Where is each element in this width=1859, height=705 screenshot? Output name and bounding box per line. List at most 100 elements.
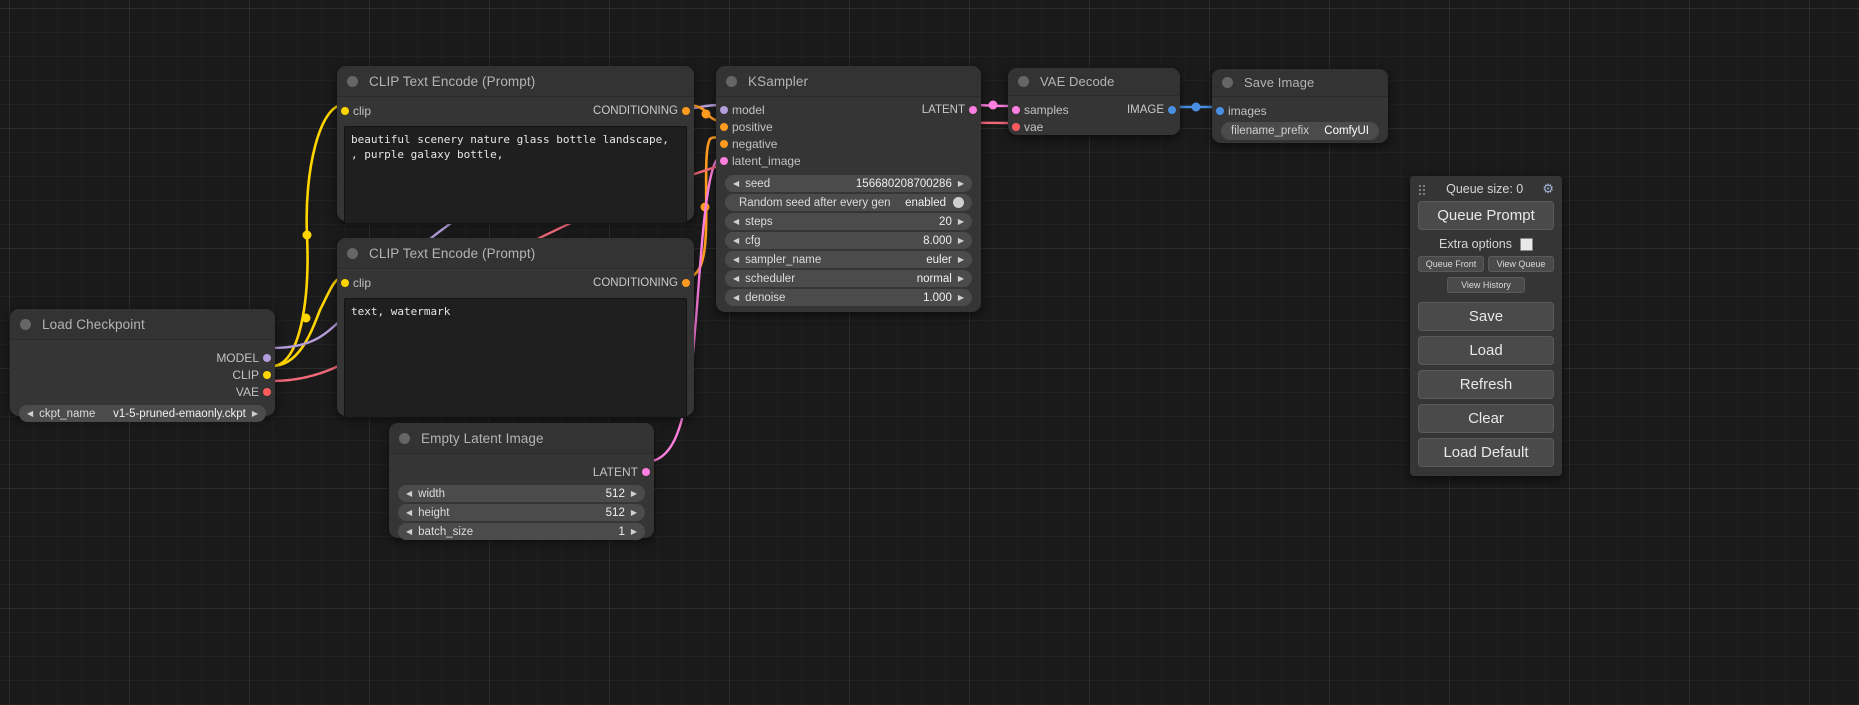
widget-value[interactable]: v1-5-pruned-emaonly.ckpt [113,407,246,420]
node-clip-text-encode-negative[interactable]: CLIP Text Encode (Prompt) clip CONDITION… [337,238,694,418]
increment-arrow-icon[interactable]: ▶ [630,526,637,536]
collapse-dot-icon[interactable] [1018,76,1029,87]
output-port-model[interactable]: MODEL [10,349,275,366]
output-port-vae[interactable]: VAE [10,383,275,400]
increment-arrow-icon[interactable]: ▶ [957,254,964,264]
model-port-dot-icon[interactable] [263,353,271,362]
view-history-button[interactable]: View History [1447,277,1525,293]
image-port-dot-icon[interactable] [1168,105,1176,114]
widget-value[interactable]: 156680208700286 [855,177,952,190]
widget-sampler-name[interactable]: ◀ sampler_name euler ▶ [725,251,972,268]
load-button[interactable]: Load [1418,336,1554,365]
widget-value[interactable]: 512 [605,487,625,500]
view-queue-button[interactable]: View Queue [1488,256,1554,272]
increment-arrow-icon[interactable]: ▶ [630,507,637,517]
input-port-negative[interactable]: negative [716,135,981,152]
input-port-clip[interactable]: clip CONDITIONING [337,273,694,293]
output-port-latent[interactable]: LATENT [389,463,654,480]
increment-arrow-icon[interactable]: ▶ [957,178,964,188]
decrement-arrow-icon[interactable]: ◀ [27,408,34,418]
input-port-clip[interactable]: clip CONDITIONING [337,101,694,121]
widget-random-seed-toggle[interactable]: Random seed after every gen enabled [725,194,972,211]
increment-arrow-icon[interactable]: ▶ [630,488,637,498]
node-title-bar[interactable]: CLIP Text Encode (Prompt) [337,238,694,269]
decrement-arrow-icon[interactable]: ◀ [406,507,413,517]
input-port-model[interactable]: model LATENT [716,101,981,118]
node-title-bar[interactable]: Save Image [1212,69,1388,97]
conditioning-port-dot-icon[interactable] [682,279,690,287]
image-port-dot-icon[interactable] [1216,106,1224,115]
increment-arrow-icon[interactable]: ▶ [957,292,964,302]
widget-value[interactable]: 1 [618,525,625,538]
collapse-dot-icon[interactable] [1222,77,1233,88]
latent-port-dot-icon[interactable] [1012,105,1020,114]
widget-batch-size[interactable]: ◀ batch_size 1 ▶ [398,523,645,540]
drag-grip-icon[interactable] [1418,183,1427,195]
clip-port-dot-icon[interactable] [263,370,271,379]
node-title-bar[interactable]: VAE Decode [1008,68,1180,96]
save-button[interactable]: Save [1418,302,1554,331]
node-empty-latent-image[interactable]: Empty Latent Image LATENT ◀ width 512 ▶ … [389,423,654,540]
increment-arrow-icon[interactable]: ▶ [957,273,964,283]
widget-scheduler[interactable]: ◀ scheduler normal ▶ [725,270,972,287]
widget-cfg[interactable]: ◀ cfg 8.000 ▶ [725,232,972,249]
queue-prompt-button[interactable]: Queue Prompt [1418,201,1554,230]
conditioning-port-dot-icon[interactable] [720,122,728,131]
widget-seed[interactable]: ◀ seed 156680208700286 ▶ [725,175,972,192]
collapse-dot-icon[interactable] [20,318,31,330]
input-port-latent-image[interactable]: latent_image [716,152,981,169]
load-default-button[interactable]: Load Default [1418,438,1554,467]
increment-arrow-icon[interactable]: ▶ [251,408,258,418]
gear-icon[interactable]: ⚙ [1542,181,1554,196]
widget-value[interactable]: enabled [905,196,946,209]
decrement-arrow-icon[interactable]: ◀ [733,216,740,226]
clip-port-dot-icon[interactable] [341,107,349,115]
increment-arrow-icon[interactable]: ▶ [957,216,964,226]
input-port-positive[interactable]: positive [716,118,981,135]
widget-value[interactable]: ComfyUI [1324,125,1369,137]
widget-value[interactable]: 1.000 [923,291,952,304]
widget-value[interactable]: 512 [605,506,625,519]
widget-value[interactable]: 20 [939,215,952,228]
decrement-arrow-icon[interactable]: ◀ [733,254,740,264]
node-load-checkpoint[interactable]: Load Checkpoint MODEL CLIP VAE ◀ ckpt_na… [10,309,275,422]
comfyui-menu-panel[interactable]: Queue size: 0 ⚙ Queue Prompt Extra optio… [1410,176,1562,476]
widget-value[interactable]: 8.000 [923,234,952,247]
collapse-dot-icon[interactable] [347,247,358,259]
prompt-textarea-negative[interactable]: text, watermark [344,298,687,418]
input-port-samples[interactable]: samples IMAGE [1008,101,1180,118]
toggle-knob-icon[interactable] [953,197,964,208]
decrement-arrow-icon[interactable]: ◀ [733,235,740,245]
widget-steps[interactable]: ◀ steps 20 ▶ [725,213,972,230]
prompt-textarea-positive[interactable]: beautiful scenery nature glass bottle la… [344,126,687,224]
node-title-bar[interactable]: KSampler [716,66,981,97]
node-title-bar[interactable]: Empty Latent Image [389,423,654,454]
queue-front-button[interactable]: Queue Front [1418,256,1484,272]
extra-options-checkbox[interactable] [1519,237,1533,251]
collapse-dot-icon[interactable] [347,75,358,87]
node-title-bar[interactable]: Load Checkpoint [10,309,275,340]
widget-width[interactable]: ◀ width 512 ▶ [398,485,645,502]
collapse-dot-icon[interactable] [399,432,410,444]
latent-port-dot-icon[interactable] [969,105,977,114]
decrement-arrow-icon[interactable]: ◀ [406,488,413,498]
extra-options-row[interactable]: Extra options [1418,237,1554,251]
clip-port-dot-icon[interactable] [341,279,349,287]
latent-port-dot-icon[interactable] [720,156,728,165]
collapse-dot-icon[interactable] [726,75,737,87]
output-port-clip[interactable]: CLIP [10,366,275,383]
decrement-arrow-icon[interactable]: ◀ [406,526,413,536]
widget-value[interactable]: euler [926,253,952,266]
widget-filename-prefix[interactable]: filename_prefix ComfyUI [1221,122,1379,140]
menu-header[interactable]: Queue size: 0 ⚙ [1418,180,1554,198]
widget-denoise[interactable]: ◀ denoise 1.000 ▶ [725,289,972,306]
node-ksampler[interactable]: KSampler model LATENT positive negative … [716,66,981,312]
increment-arrow-icon[interactable]: ▶ [957,235,964,245]
conditioning-port-dot-icon[interactable] [720,139,728,148]
decrement-arrow-icon[interactable]: ◀ [733,273,740,283]
node-title-bar[interactable]: CLIP Text Encode (Prompt) [337,66,694,97]
node-clip-text-encode-positive[interactable]: CLIP Text Encode (Prompt) clip CONDITION… [337,66,694,224]
widget-height[interactable]: ◀ height 512 ▶ [398,504,645,521]
input-port-vae[interactable]: vae [1008,118,1180,135]
